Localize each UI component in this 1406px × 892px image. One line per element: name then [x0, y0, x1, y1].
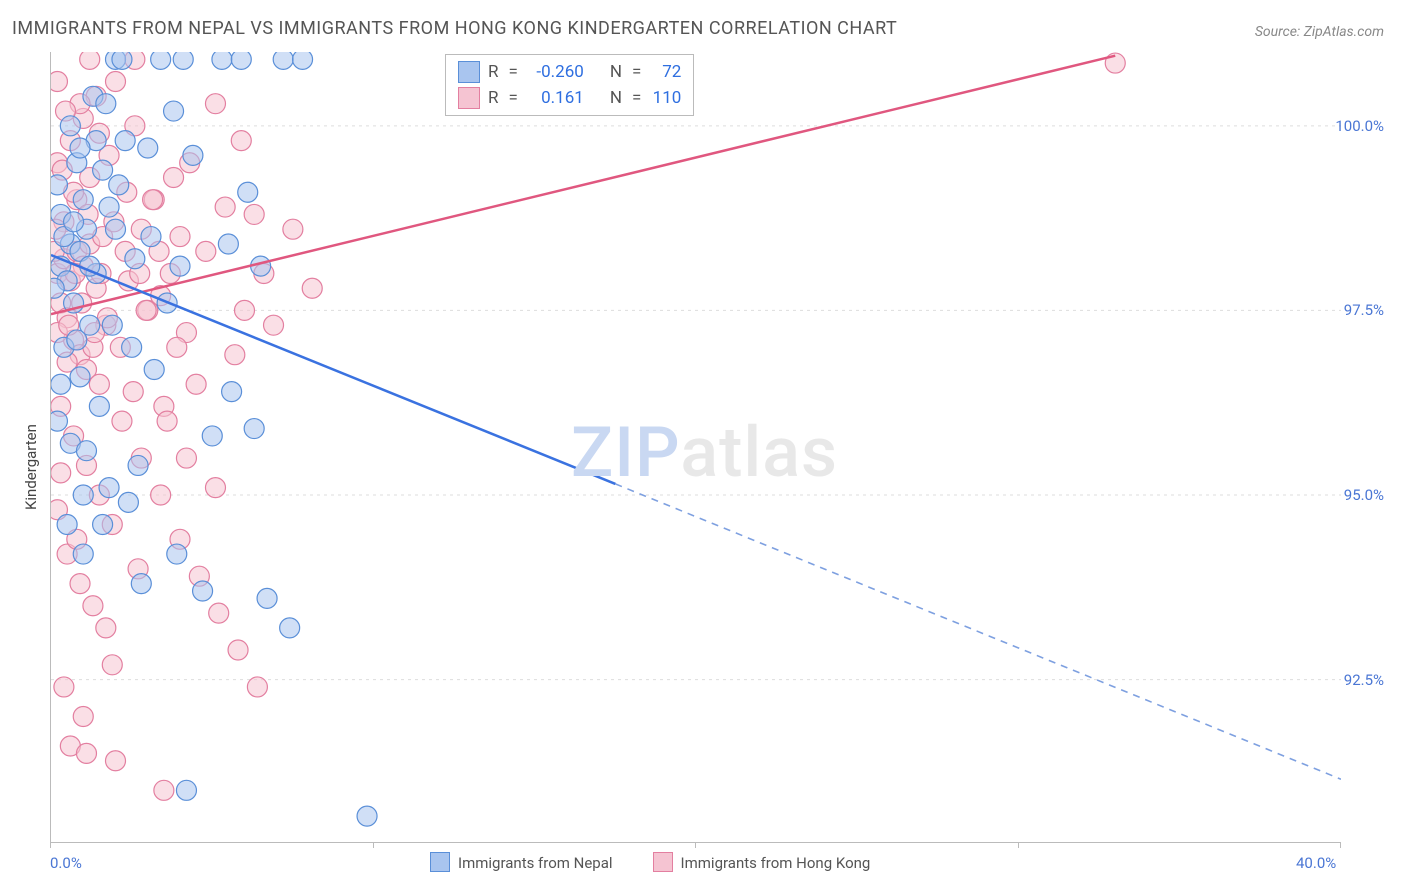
stats-row-series-b: R= 0.161 N= 110 [458, 85, 681, 111]
x-tick-mark [50, 842, 51, 848]
stats-n-label: N [610, 88, 622, 108]
square-icon [430, 852, 450, 872]
chart-svg [51, 52, 1341, 842]
y-tick-label: 100.0% [1335, 117, 1384, 135]
stats-n-label: N [610, 62, 622, 82]
legend-item-a: Immigrants from Nepal [430, 852, 613, 872]
square-icon [458, 87, 480, 109]
legend: Immigrants from Nepal Immigrants from Ho… [430, 852, 870, 872]
correlation-stats-box: R= -0.260 N= 72 R= 0.161 N= 110 [445, 54, 694, 116]
y-tick-label: 97.5% [1344, 301, 1384, 319]
source-attribution: Source: ZipAtlas.com [1255, 24, 1384, 40]
stats-r-value-b: 0.161 [528, 88, 584, 108]
square-icon [653, 852, 673, 872]
legend-item-b: Immigrants from Hong Kong [653, 852, 871, 872]
legend-label-a: Immigrants from Nepal [458, 854, 613, 872]
chart-title: IMMIGRANTS FROM NEPAL VS IMMIGRANTS FROM… [12, 18, 897, 39]
stats-r-value-a: -0.260 [528, 62, 584, 82]
square-icon [458, 61, 480, 83]
stats-r-label: R [488, 62, 498, 82]
x-tick-mark [1340, 842, 1341, 848]
plot-area: ZIPatlas [50, 52, 1341, 843]
x-tick-label: 0.0% [50, 854, 82, 872]
x-tick-mark [373, 842, 374, 848]
stats-row-series-a: R= -0.260 N= 72 [458, 59, 681, 85]
stats-n-value-b: 110 [651, 88, 681, 108]
stats-r-label: R [488, 88, 498, 108]
x-tick-mark [695, 842, 696, 848]
x-tick-label: 40.0% [1296, 854, 1336, 872]
stats-n-value-a: 72 [651, 62, 681, 82]
y-tick-label: 95.0% [1344, 486, 1384, 504]
y-axis-label: Kindergarten [22, 424, 40, 510]
x-tick-mark [1018, 842, 1019, 848]
y-tick-label: 92.5% [1344, 671, 1384, 689]
legend-label-b: Immigrants from Hong Kong [681, 854, 871, 872]
